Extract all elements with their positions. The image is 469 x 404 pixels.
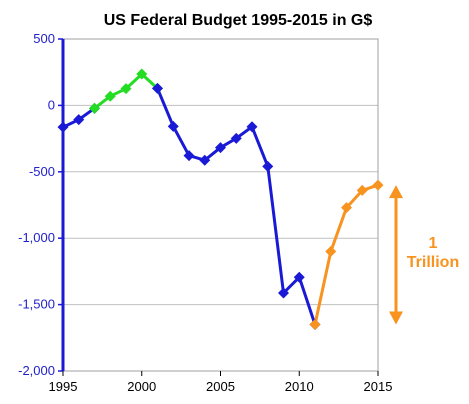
annotation-line-2: Trillion	[407, 254, 459, 271]
data-point-marker	[136, 68, 148, 80]
y-tick-label: 0	[48, 97, 55, 112]
y-tick-label: -500	[29, 164, 55, 179]
x-tick-label: 2015	[364, 379, 393, 394]
data-point-marker	[341, 202, 352, 214]
data-point-marker	[230, 132, 242, 144]
x-tick-label: 2000	[127, 379, 156, 394]
data-point-marker	[293, 271, 305, 283]
x-tick-label: 1995	[49, 379, 78, 394]
data-point-marker	[278, 287, 289, 299]
data-point-marker	[152, 82, 163, 94]
y-tick-label: -1,500	[18, 297, 55, 312]
data-point-marker	[262, 160, 274, 172]
x-tick-label: 2010	[285, 379, 314, 394]
data-point-marker	[246, 121, 258, 133]
data-point-marker	[120, 83, 132, 95]
data-point-marker	[199, 154, 211, 166]
annotation-arrowhead-down	[389, 311, 403, 325]
annotation-line-1: 1	[429, 235, 438, 252]
series-line-2	[156, 87, 317, 325]
data-point-marker	[104, 90, 116, 102]
data-point-marker	[215, 142, 226, 154]
plot-border	[62, 38, 379, 372]
data-point-marker	[57, 121, 69, 133]
data-point-marker	[167, 120, 179, 132]
y-tick-label: 500	[33, 31, 55, 46]
data-point-marker	[325, 245, 337, 257]
data-point-marker	[356, 184, 368, 196]
x-tick-label: 2005	[206, 379, 235, 394]
data-point-marker	[89, 102, 100, 114]
data-point-marker	[309, 319, 321, 331]
data-point-marker	[183, 150, 195, 162]
grid-lines	[63, 104, 378, 306]
series-group	[57, 68, 384, 331]
trillion-annotation: 1 Trillion	[389, 185, 459, 325]
annotation-arrowhead-up	[389, 185, 403, 199]
data-point-marker	[372, 179, 384, 191]
y-tick-label: -1,000	[18, 230, 55, 245]
y-tick-label: -2,000	[18, 363, 55, 378]
chart-title: US Federal Budget 1995-2015 in G$	[104, 12, 373, 29]
data-point-marker	[73, 114, 85, 126]
